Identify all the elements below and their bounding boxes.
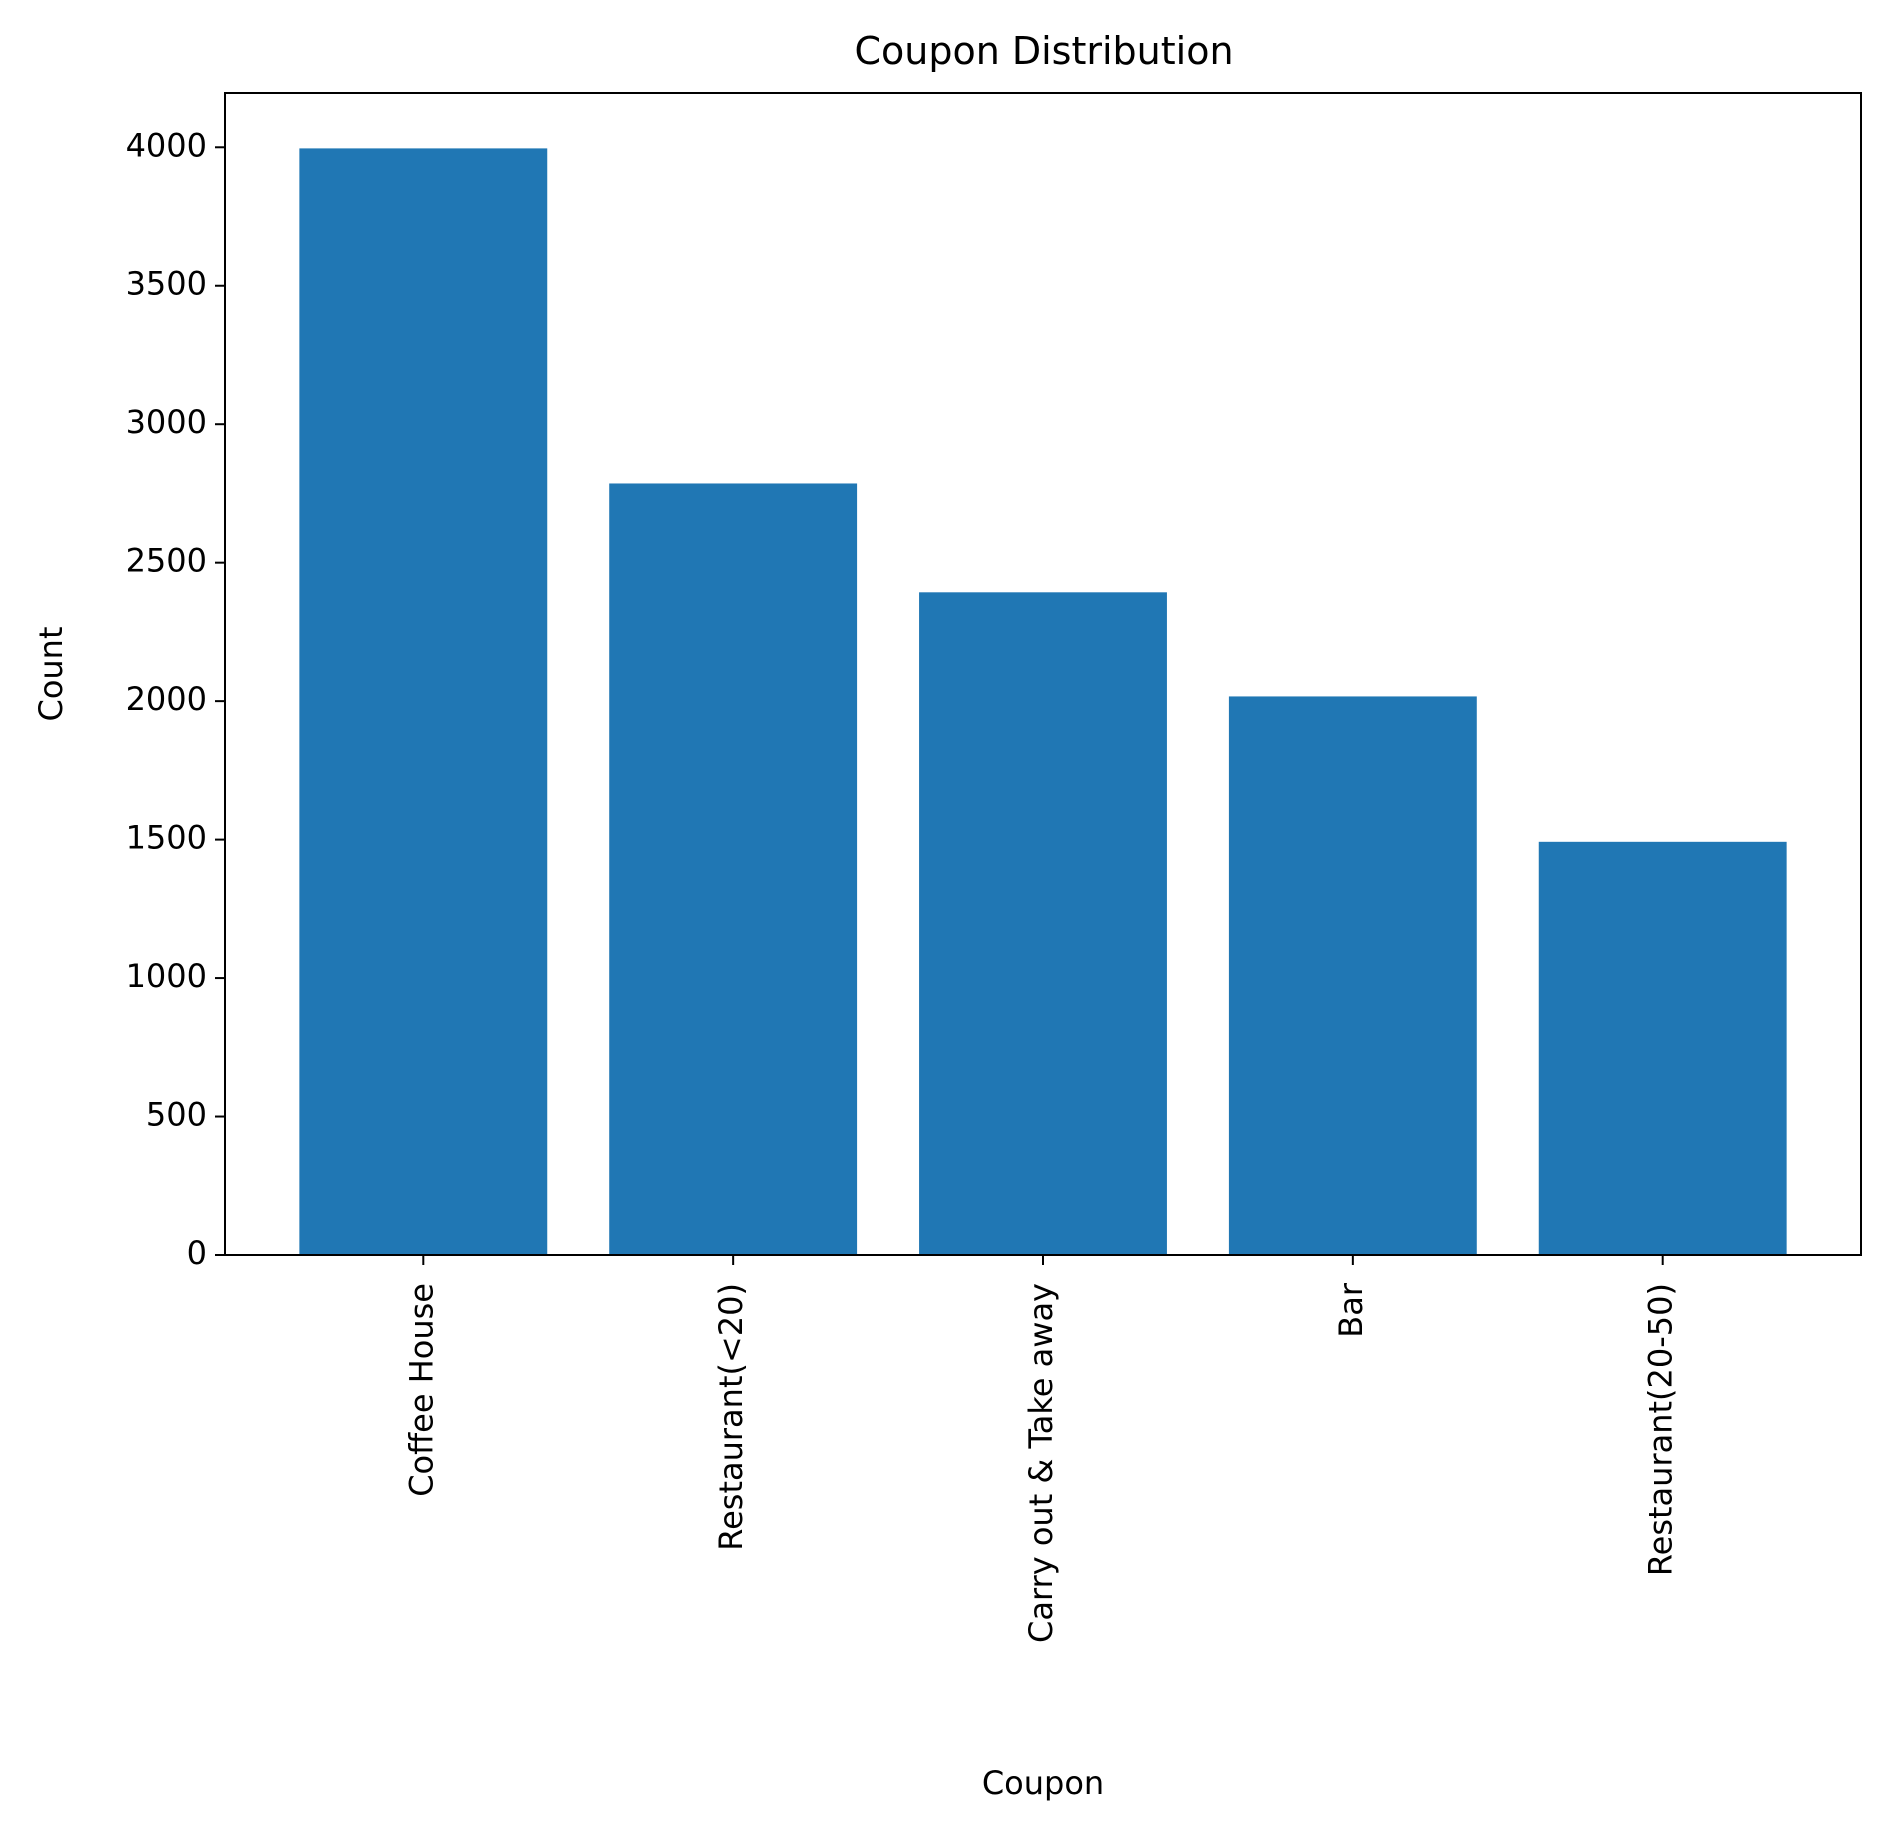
y-axis-label: Count — [32, 626, 70, 721]
bar-2 — [919, 592, 1167, 1255]
x-ticks-group: Coffee House Restaurant(<20) Carry out & T… — [402, 1255, 1680, 1643]
bar-1 — [609, 483, 858, 1255]
y-tick-label-6: 3000 — [126, 403, 207, 441]
y-tick-label-3: 1500 — [126, 819, 207, 857]
x-tick-label-4: Restaurant(20-50) — [1642, 1283, 1680, 1576]
bars-group — [299, 148, 1787, 1255]
y-tick-label-0: 0 — [187, 1234, 207, 1272]
bar-0 — [299, 148, 548, 1255]
y-tick-label-4: 2000 — [126, 680, 207, 718]
x-tick-label-3: Bar — [1332, 1282, 1370, 1338]
y-tick-label-7: 3500 — [126, 265, 207, 303]
y-tick-label-8: 4000 — [126, 126, 207, 164]
x-tick-label-0: Coffee House — [402, 1283, 440, 1497]
chart-title: Coupon Distribution — [854, 29, 1233, 73]
x-tick-label-1: Restaurant(<20) — [712, 1283, 750, 1551]
plot-frame — [224, 92, 1862, 1256]
y-tick-label-5: 2500 — [126, 542, 207, 580]
x-tick-label-2: Carry out & Take away — [1022, 1283, 1060, 1643]
y-tick-label-1: 500 — [146, 1096, 207, 1134]
bar-3 — [1228, 696, 1477, 1255]
y-tick-label-2: 1000 — [126, 957, 207, 995]
x-axis-label: Coupon — [982, 1764, 1104, 1802]
y-ticks-group: 0 500 1000 1500 2000 2500 3000 3500 4000 — [126, 126, 225, 1272]
bar-4 — [1538, 841, 1787, 1255]
